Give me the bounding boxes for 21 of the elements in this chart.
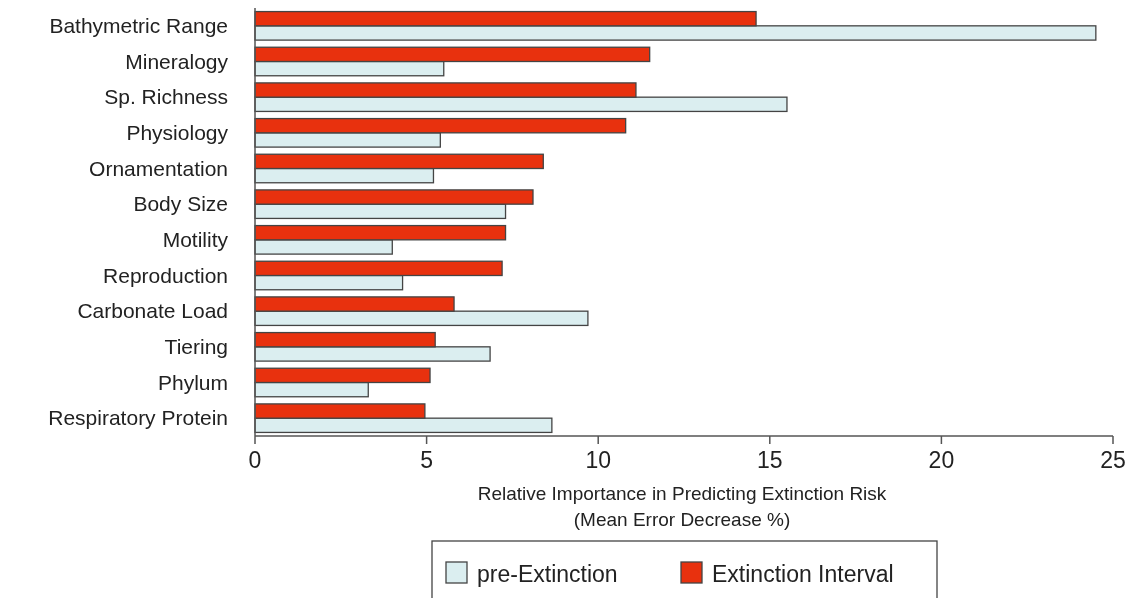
y-tick-label: Phylum	[157, 370, 228, 394]
x-tick-label: 15	[757, 447, 783, 473]
y-tick-label: Tiering	[164, 334, 228, 358]
x-tick-label: 25	[1100, 447, 1126, 473]
legend-label: pre-Extinction	[477, 561, 618, 587]
y-tick-label: Physiology	[126, 120, 229, 144]
y-tick-label: Mineralogy	[125, 49, 229, 73]
x-tick-label: 0	[248, 447, 262, 473]
y-tick-label: Motility	[162, 227, 229, 251]
x-tick-label: 5	[420, 447, 433, 473]
y-tick-label: Respiratory Protein	[48, 406, 228, 430]
y-tick-label: Bathymetric Range	[49, 13, 228, 37]
y-tick-label: Sp. Richness	[104, 85, 228, 109]
legend-label: Extinction Interval	[712, 561, 894, 587]
y-tick-label: Ornamentation	[89, 156, 228, 180]
x-tick-label: 10	[585, 447, 611, 473]
y-tick-label: Reproduction	[103, 263, 228, 287]
y-tick-label: Carbonate Load	[77, 299, 228, 323]
x-tick-label: 20	[928, 447, 955, 473]
x-axis-title: Relative Importance in Predicting Extinction Risk (Mean Error Decrease %)	[477, 483, 887, 530]
y-tick-label: Body Size	[133, 192, 228, 216]
